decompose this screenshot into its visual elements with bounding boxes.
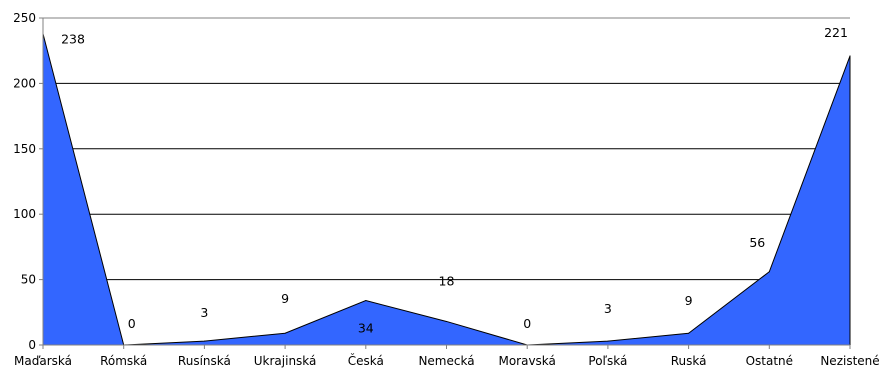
y-tick-label-250: 250 xyxy=(13,11,36,25)
x-tick-label-2: Rusínská xyxy=(178,354,231,368)
y-tick-label-0: 0 xyxy=(28,338,36,352)
y-tick-label-50: 50 xyxy=(21,273,36,287)
plot-area xyxy=(42,33,851,346)
y-tick-label-200: 200 xyxy=(13,76,36,90)
data-label-6: 0 xyxy=(523,316,531,331)
data-point-9 xyxy=(768,271,770,273)
data-label-1: 0 xyxy=(128,316,136,331)
data-point-8 xyxy=(688,332,690,334)
x-tick-label-9: Ostatné xyxy=(746,354,793,368)
x-tick-label-5: Nemecká xyxy=(418,354,474,368)
x-tick-label-6: Moravská xyxy=(498,354,555,368)
data-label-7: 3 xyxy=(604,301,612,316)
data-label-9: 56 xyxy=(749,235,765,250)
y-axis-tick-labels: 0 50 100 150 200 250 xyxy=(13,11,36,352)
data-point-3 xyxy=(284,332,286,334)
data-labels: 238 0 3 9 34 18 0 3 9 56 221 xyxy=(61,25,848,336)
x-tick-label-0: Maďarská xyxy=(14,354,72,368)
x-tick-label-4: Česká xyxy=(348,353,384,368)
data-label-0: 238 xyxy=(61,32,85,47)
data-point-10 xyxy=(849,55,851,57)
data-point-7 xyxy=(607,340,609,342)
x-tick-label-1: Rómská xyxy=(100,354,147,368)
area-series xyxy=(42,33,851,346)
data-label-3: 9 xyxy=(281,291,289,306)
y-tick-label-150: 150 xyxy=(13,142,36,156)
data-label-4: 34 xyxy=(358,321,374,336)
data-label-5: 18 xyxy=(439,273,455,288)
x-tick-label-8: Ruská xyxy=(671,354,707,368)
data-label-10: 221 xyxy=(824,25,848,40)
data-label-8: 9 xyxy=(685,293,693,308)
gridlines xyxy=(43,17,850,281)
x-tick-label-3: Ukrajinská xyxy=(254,354,317,368)
x-tick-label-7: Poľská xyxy=(588,354,627,368)
x-axis-tick-labels: Maďarská Rómská Rusínská Ukrajinská Česká Nem… xyxy=(14,353,880,368)
axes xyxy=(39,17,851,349)
data-point-2 xyxy=(203,340,205,342)
data-point-5 xyxy=(446,320,447,322)
data-point-4 xyxy=(365,300,367,302)
y-tick-label-100: 100 xyxy=(13,207,36,221)
data-label-2: 3 xyxy=(200,305,208,320)
x-tick-label-10: Nezistené xyxy=(820,354,879,368)
